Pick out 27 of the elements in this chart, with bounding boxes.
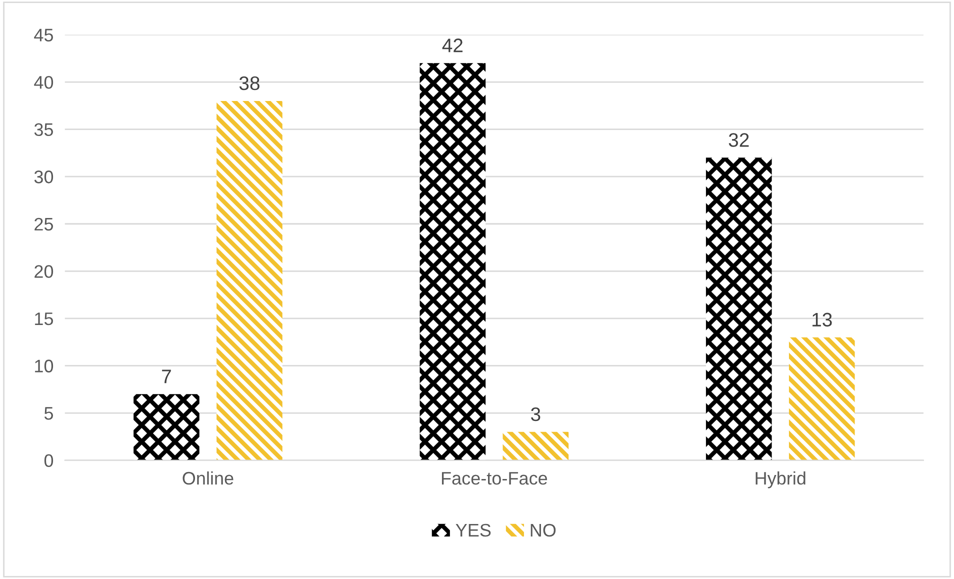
legend-label: NO: [530, 524, 556, 537]
bar: [706, 158, 772, 460]
y-tick-label: 25: [34, 218, 54, 231]
legend-label: YES: [456, 524, 491, 537]
y-tick-label: 15: [35, 312, 54, 326]
bar: [216, 100, 282, 460]
y-tick-label: 30: [34, 170, 54, 184]
bar: [134, 394, 200, 460]
y-tick-label: 40: [34, 76, 54, 89]
bar: [788, 337, 855, 460]
data-label: 38: [239, 76, 260, 90]
data-label: 3: [531, 407, 540, 422]
y-tick-label: 45: [34, 28, 54, 42]
bar: [420, 63, 486, 460]
y-tick-label: 0: [44, 454, 54, 468]
data-label: 42: [442, 38, 463, 52]
y-tick-label: 35: [34, 123, 54, 136]
data-label: 13: [812, 312, 832, 327]
data-label: 7: [162, 370, 171, 384]
data-label: 32: [728, 133, 749, 147]
x-tick-label: Hybrid: [756, 471, 806, 488]
x-tick-label: Online: [182, 471, 234, 485]
y-tick-label: 10: [35, 360, 54, 372]
y-tick-label: 5: [44, 407, 54, 420]
y-tick-label: 20: [34, 265, 54, 278]
x-tick-label: Face-to-Face: [442, 472, 548, 485]
bar: [502, 432, 569, 460]
